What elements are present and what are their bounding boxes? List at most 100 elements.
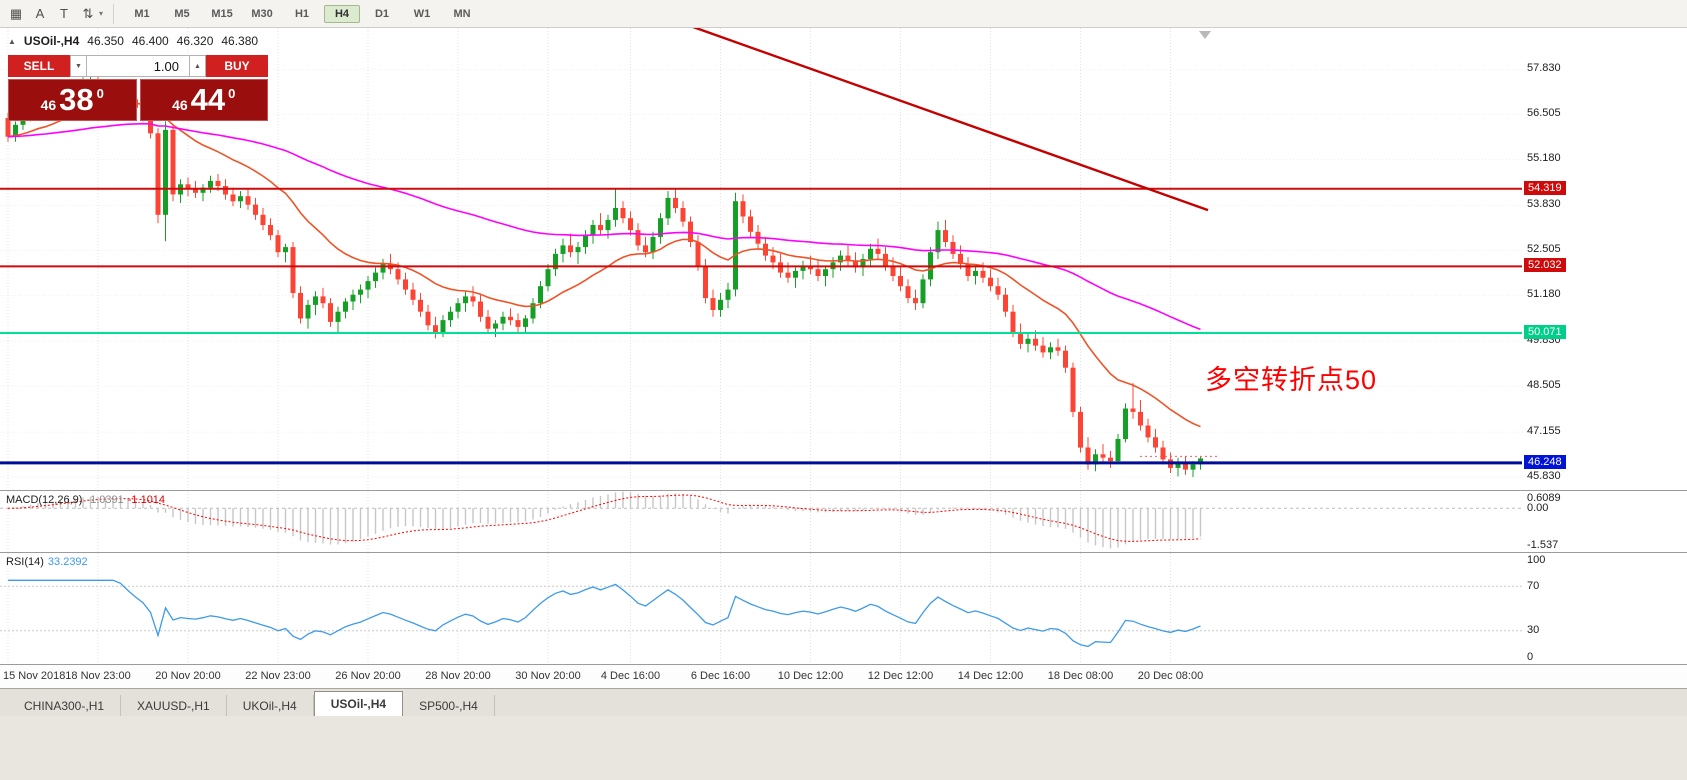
sell-pips: 38 bbox=[59, 82, 94, 118]
time-axis[interactable]: 15 Nov 2018 18 Nov 23:00 20 Nov 20:00 22 No… bbox=[0, 664, 1687, 688]
rsi-name: RSI(14) bbox=[6, 556, 44, 568]
macd-signal-line bbox=[7, 494, 1201, 542]
volume-decrease-button[interactable]: ▼ bbox=[70, 55, 87, 77]
tab-usoilh4[interactable]: USOil-,H4 bbox=[313, 691, 404, 716]
chart-window-icon[interactable]: ▦ bbox=[9, 5, 23, 21]
cycle-arrows-icon[interactable]: ⇅ bbox=[82, 5, 94, 21]
buy-button[interactable]: BUY bbox=[206, 55, 268, 77]
tab-ukoilh4[interactable]: UKOil-,H4 bbox=[226, 695, 314, 716]
rsi-axis-label: 70 bbox=[1527, 579, 1540, 592]
sell-point: 0 bbox=[96, 85, 104, 101]
rsi-value: 33.2392 bbox=[47, 556, 88, 568]
rsi-axis-label: 0 bbox=[1527, 651, 1534, 663]
time-label: 28 Nov 20:00 bbox=[425, 670, 491, 682]
price-tick-label: 48.505 bbox=[1527, 379, 1561, 392]
macd-panel: 0.6089 0.00 -1.537 MACD(12,26,9) -1.0391 -1.… bbox=[0, 490, 1687, 552]
symbol-info-line: ▲ USOil-,H4 46.350 46.400 46.320 46.380 bbox=[8, 34, 258, 48]
annotate-a-icon[interactable]: A bbox=[35, 6, 45, 21]
buy-price-tile[interactable]: 46 44 0 bbox=[139, 79, 268, 121]
time-label: 22 Nov 23:00 bbox=[245, 670, 311, 682]
rsi-chart[interactable] bbox=[0, 553, 1522, 664]
time-label: 18 Nov 23:00 bbox=[65, 670, 131, 682]
tab-xauusdh1[interactable]: XAUUSD-,H1 bbox=[121, 695, 227, 716]
time-label: 18 Dec 08:00 bbox=[1047, 670, 1114, 682]
sell-big-figure: 46 bbox=[40, 97, 57, 113]
price-tick-label: 47.155 bbox=[1527, 425, 1561, 438]
chevron-down-icon[interactable]: ▾ bbox=[99, 9, 104, 18]
timeframe-w1[interactable]: W1 bbox=[413, 7, 431, 20]
macd-axis-label: 0.00 bbox=[1527, 501, 1549, 514]
ma-fast-line bbox=[7, 101, 1201, 428]
price-chart-panel: 57.830 56.505 55.180 53.830 52.505 51.180 49.8… bbox=[0, 28, 1687, 490]
time-label: 30 Nov 20:00 bbox=[515, 670, 581, 682]
time-label: 15 Nov 2018 bbox=[3, 670, 66, 682]
rsi-panel: 100 70 30 0 RSI(14) 33.2392 bbox=[0, 552, 1687, 664]
tab-china300h1[interactable]: CHINA300-,H1 bbox=[8, 695, 122, 716]
rsi-axis-label: 30 bbox=[1527, 624, 1540, 637]
ohlc-high: 46.400 bbox=[131, 34, 169, 48]
price-line-badge: 54.319 bbox=[1524, 180, 1566, 195]
price-axis[interactable]: 57.830 56.505 55.180 53.830 52.505 51.180 49.8… bbox=[1522, 28, 1687, 490]
timeframe-h4[interactable]: H4 bbox=[324, 4, 361, 23]
timeframe-m15[interactable]: M15 bbox=[211, 7, 233, 20]
rsi-axis-label: 100 bbox=[1527, 554, 1546, 566]
sell-button[interactable]: SELL bbox=[8, 55, 70, 77]
rsi-axis[interactable]: 100 70 30 0 bbox=[1522, 553, 1687, 664]
rsi-line bbox=[8, 579, 1201, 648]
time-label: 6 Dec 16:00 bbox=[690, 670, 751, 682]
candlestick-chart[interactable] bbox=[0, 28, 1522, 490]
buy-pips: 44 bbox=[190, 82, 226, 118]
timeframe-group: M1 M5 M15 M30 H1 H4 D1 W1 MN bbox=[124, 4, 480, 23]
rsi-indicator-label: RSI(14) 33.2392 bbox=[6, 556, 88, 568]
symbol-name: USOil-,H4 bbox=[23, 34, 80, 48]
timeframe-d1[interactable]: D1 bbox=[374, 7, 390, 20]
macd-axis-label: 0.6089 bbox=[1527, 492, 1561, 504]
time-label: 4 Dec 16:00 bbox=[600, 670, 661, 682]
status-area bbox=[0, 716, 1687, 780]
tool-icon-group: ▦ A T ⇅ bbox=[4, 3, 100, 25]
volume-increase-button[interactable]: ▲ bbox=[189, 55, 206, 77]
time-label: 20 Dec 08:00 bbox=[1137, 670, 1204, 682]
macd-name: MACD(12,26,9) bbox=[6, 494, 83, 506]
price-tick-label: 57.830 bbox=[1527, 62, 1561, 75]
text-label-icon[interactable]: T bbox=[60, 6, 68, 21]
chart-tab-bar: CHINA300-,H1 XAUUSD-,H1 UKOil-,H4 USOil-,H4… bbox=[0, 688, 1687, 716]
time-label: 20 Nov 20:00 bbox=[155, 670, 221, 682]
price-tick-label: 52.505 bbox=[1527, 243, 1561, 256]
macd-chart[interactable] bbox=[0, 491, 1522, 552]
price-line-badge: 52.032 bbox=[1524, 258, 1566, 273]
buy-point: 0 bbox=[228, 85, 236, 101]
timeframe-mn[interactable]: MN bbox=[453, 7, 471, 20]
price-tick-label: 55.180 bbox=[1527, 152, 1561, 165]
chart-shift-marker bbox=[1199, 31, 1211, 39]
ma-slow-line bbox=[7, 122, 1201, 331]
ohlc-open: 46.350 bbox=[87, 34, 124, 48]
timeframe-m30[interactable]: M30 bbox=[251, 7, 273, 20]
time-label: 12 Dec 12:00 bbox=[867, 670, 934, 682]
volume-input[interactable]: 1.00 bbox=[87, 55, 189, 77]
price-tick-label: 56.505 bbox=[1527, 107, 1561, 120]
price-line-badge: 46.248 bbox=[1524, 454, 1566, 469]
one-click-trading-panel: SELL ▼ 1.00 ▲ BUY 46 38 0 46 44 0 bbox=[8, 55, 268, 121]
macd-axis-label: -1.537 bbox=[1527, 539, 1559, 551]
chart-toolbar: ▦ A T ⇅ ▾ M1 M5 M15 M30 H1 H4 D1 W1 MN bbox=[0, 0, 1687, 28]
price-tick-label: 53.830 bbox=[1527, 198, 1561, 211]
ohlc-low: 46.320 bbox=[176, 34, 214, 48]
timeframe-h1[interactable]: H1 bbox=[294, 7, 310, 20]
sell-price-tile[interactable]: 46 38 0 bbox=[8, 79, 137, 121]
time-label: 14 Dec 12:00 bbox=[957, 670, 1024, 682]
price-line-badge: 50.071 bbox=[1524, 325, 1566, 340]
macd-signal-value: -1.1014 bbox=[127, 494, 166, 506]
time-label: 26 Nov 20:00 bbox=[335, 670, 401, 682]
price-tick-label: 51.180 bbox=[1527, 288, 1561, 301]
buy-big-figure: 46 bbox=[172, 97, 188, 113]
toolbar-separator bbox=[113, 3, 115, 24]
tab-sp500h4[interactable]: SP500-,H4 bbox=[403, 695, 495, 716]
timeframe-m1[interactable]: M1 bbox=[134, 7, 150, 20]
timeframe-m5[interactable]: M5 bbox=[174, 7, 190, 20]
symbol-trend-icon: ▲ bbox=[8, 36, 16, 46]
chart-annotation-text: 多空转折点50 bbox=[1205, 365, 1378, 395]
price-tick-label: 45.830 bbox=[1527, 470, 1561, 483]
macd-axis[interactable]: 0.6089 0.00 -1.537 bbox=[1522, 491, 1687, 552]
